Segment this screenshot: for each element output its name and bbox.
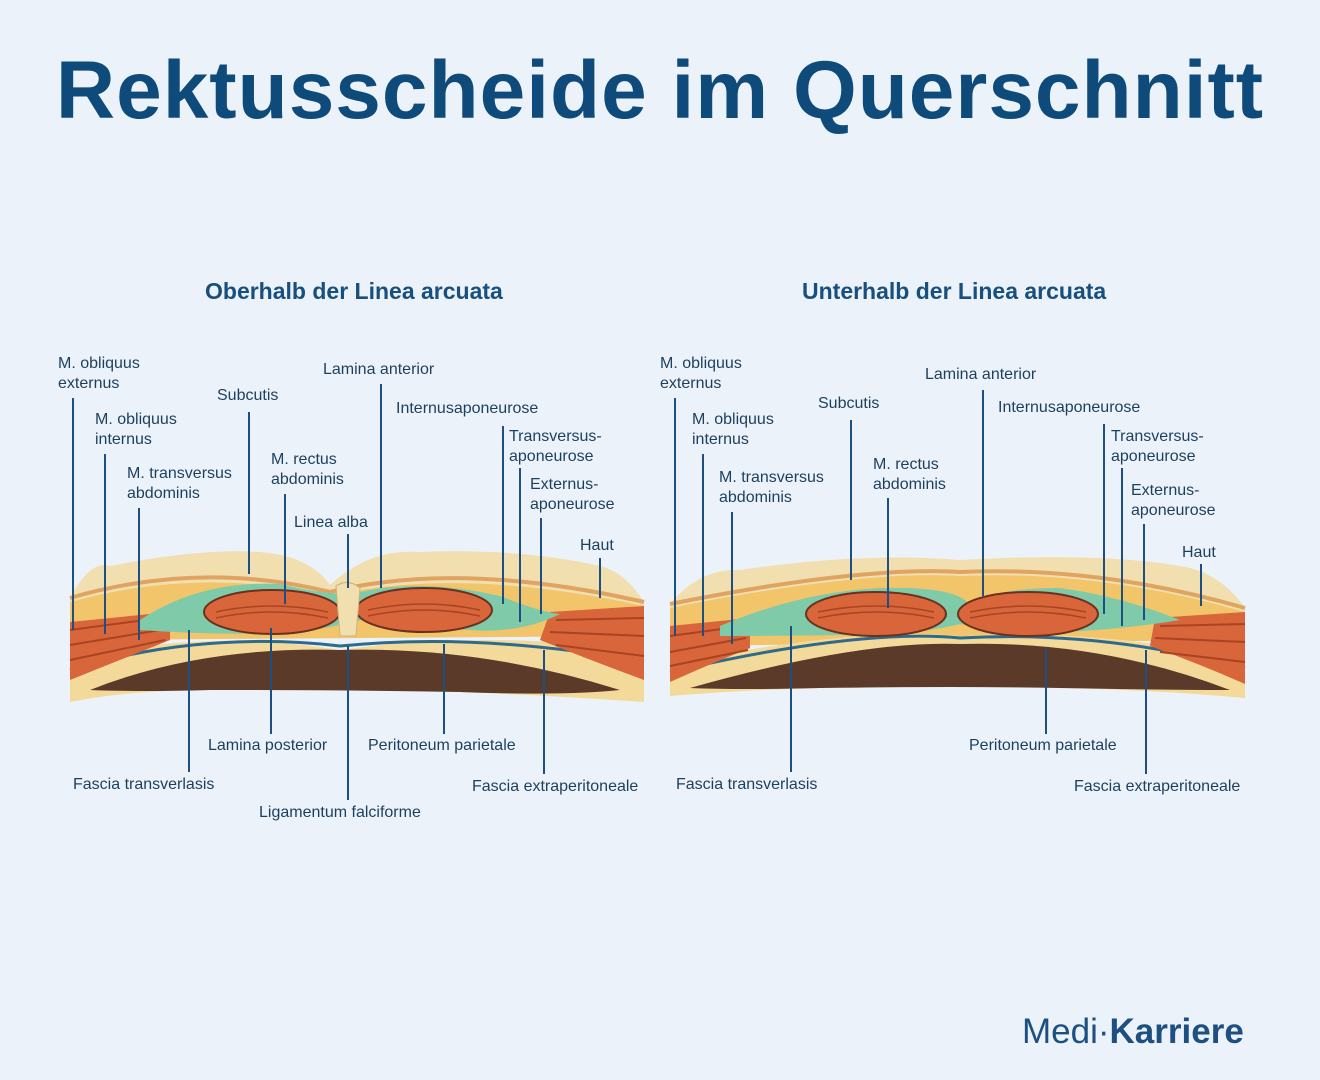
label-subcutis: Subcutis <box>217 387 279 404</box>
subtitle-left: Oberhalb der Linea arcuata <box>205 278 503 304</box>
label-lamina-anterior-right: Lamina anterior <box>925 366 1037 383</box>
label-obliquus-externus: M. obliquus externus <box>58 355 140 392</box>
label-obliquus-externus-right: M. obliquus externus <box>660 355 742 392</box>
label-transversusaponeurose-right: Transversus- aponeurose <box>1111 428 1204 465</box>
label-peritoneum-parietale-right: Peritoneum parietale <box>969 737 1117 754</box>
brand-logo: Medi·Karriere <box>1022 1012 1244 1051</box>
label-internusaponeurose: Internusaponeurose <box>396 400 539 417</box>
label-externusaponeurose: Externus- aponeurose <box>530 476 615 513</box>
label-lamina-posterior: Lamina posterior <box>208 737 328 754</box>
label-rectus-abdominis: M. rectus abdominis <box>271 451 344 488</box>
label-peritoneum-parietale: Peritoneum parietale <box>368 737 516 754</box>
label-fascia-extraperitoneale-right: Fascia extraperitoneale <box>1074 778 1241 795</box>
left-cross-section-diagram <box>69 384 645 800</box>
label-externusaponeurose-right: Externus- aponeurose <box>1131 482 1216 519</box>
label-obliquus-internus-right: M. obliquus internus <box>692 411 774 448</box>
label-transversus-abdominis-right: M. transversus abdominis <box>719 469 824 506</box>
label-transversus-abdominis: M. transversus abdominis <box>127 465 232 502</box>
label-fascia-transverlasis-right: Fascia transverlasis <box>676 776 818 793</box>
label-transversusaponeurose: Transversus- aponeurose <box>509 428 602 465</box>
page-title: Rektusscheide im Querschnitt <box>55 45 1265 136</box>
label-lamina-anterior: Lamina anterior <box>323 361 435 378</box>
label-fascia-extraperitoneale: Fascia extraperitoneale <box>472 778 639 795</box>
label-haut-right: Haut <box>1182 544 1216 561</box>
label-obliquus-internus: M. obliquus internus <box>95 411 177 448</box>
right-cross-section-diagram <box>669 390 1246 774</box>
label-subcutis-right: Subcutis <box>818 395 880 412</box>
label-rectus-abdominis-right: M. rectus abdominis <box>873 456 946 493</box>
subtitle-right: Unterhalb der Linea arcuata <box>802 278 1107 304</box>
label-linea-alba: Linea alba <box>294 514 368 531</box>
label-fascia-transverlasis: Fascia transverlasis <box>73 776 215 793</box>
label-ligamentum-falciforme: Ligamentum falciforme <box>259 804 421 821</box>
label-internusaponeurose-right: Internusaponeurose <box>998 399 1141 416</box>
label-haut: Haut <box>580 537 614 554</box>
